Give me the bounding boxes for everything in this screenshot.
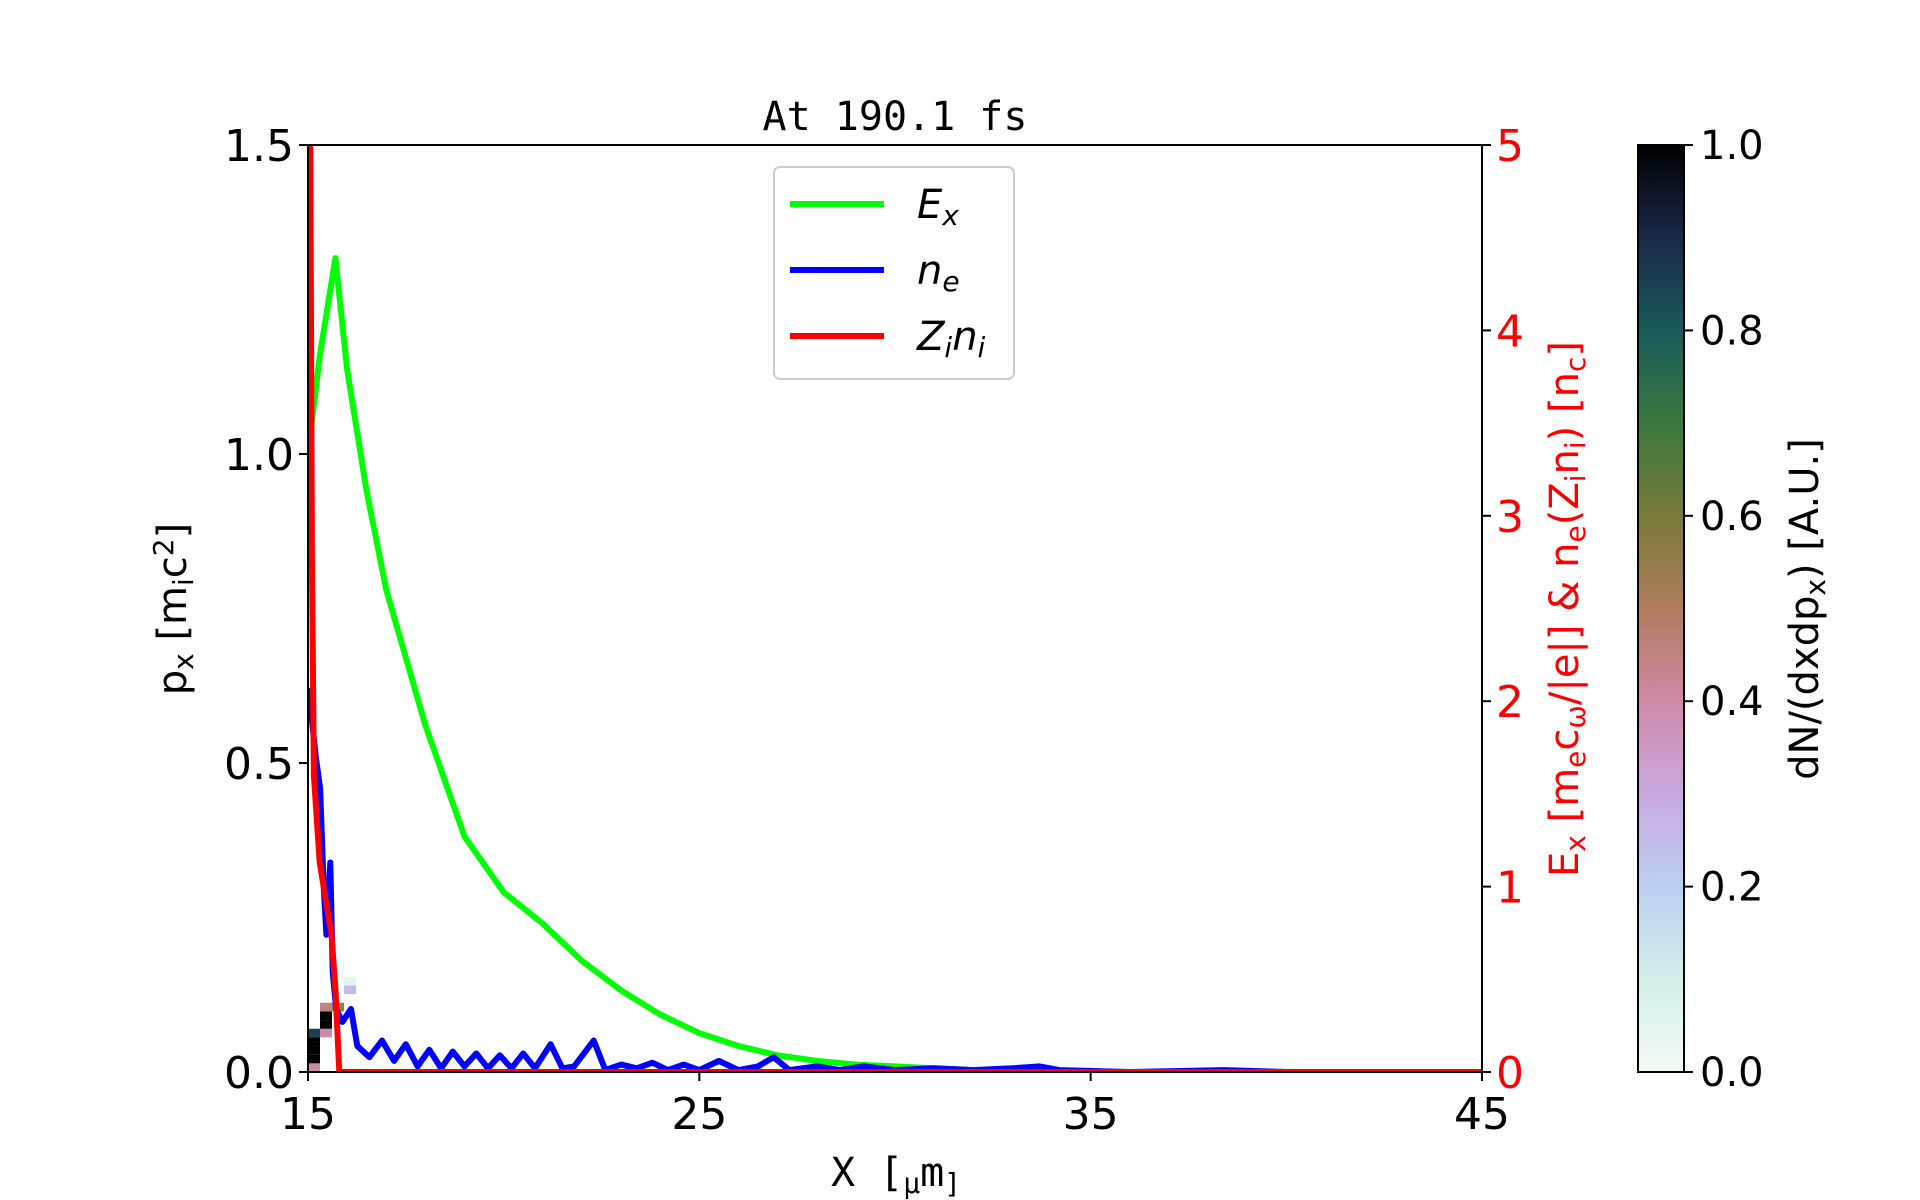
y-right-tick-label: 5 — [1496, 121, 1524, 172]
y-right-tick-label: 4 — [1496, 306, 1524, 357]
histogram-cell — [308, 1063, 321, 1072]
histogram-cell — [320, 1028, 333, 1038]
colorbar-ticks: 0.0 0.2 0.4 0.6 0.8 1.0 — [1684, 123, 1764, 1096]
legend-label-ne: ne — [917, 248, 960, 298]
histogram-cell — [344, 985, 357, 995]
histogram-cell — [320, 1011, 333, 1021]
colorbar-tick-label: 0.4 — [1700, 679, 1764, 725]
legend-box — [773, 166, 1015, 380]
x-tick-label: 15 — [280, 1089, 336, 1140]
histogram-cell — [308, 1054, 321, 1064]
series-zini-line — [308, 144, 1482, 1072]
y-right-tick-label: 2 — [1496, 677, 1524, 728]
colorbar — [1637, 144, 1685, 1073]
colorbar-tick-label: 0.2 — [1700, 865, 1764, 911]
histogram-cell — [308, 1037, 321, 1047]
series-ne-line — [308, 687, 1482, 1072]
chart-title: At 190.1 fs — [763, 94, 1028, 140]
colorbar-tick-label: 0.0 — [1700, 1050, 1764, 1096]
y-left-tick-label: 1.5 — [224, 121, 294, 172]
legend: Ex ne Zini — [773, 166, 1015, 380]
colorbar-tick-label: 0.8 — [1700, 308, 1764, 354]
y-axis-label-right: Ex [mecω/|e|] & ne(Zini) [nc] — [1542, 341, 1592, 877]
y-right-tick-label: 3 — [1496, 492, 1524, 543]
histogram-cell — [308, 1046, 321, 1055]
series-ex-line — [308, 255, 1482, 1072]
plot-frame — [307, 144, 1483, 1073]
legend-label-ex: Ex — [917, 182, 959, 232]
x-tick-label: 35 — [1063, 1089, 1119, 1140]
legend-label-zini: Zini — [916, 314, 986, 364]
y-left-tick-label: 0.5 — [224, 739, 294, 790]
colorbar-tick-label: 1.0 — [1700, 123, 1764, 169]
x-axis-label: X [μm] — [831, 1150, 961, 1200]
y-left-tick-label: 1.0 — [224, 430, 294, 481]
histogram-cell — [308, 1028, 321, 1038]
x-tick-label: 45 — [1454, 1089, 1510, 1140]
colorbar-tick-label: 0.6 — [1700, 494, 1764, 540]
histogram-cell — [320, 1002, 333, 1012]
histogram-cell — [344, 976, 357, 986]
x-tick-label: 25 — [671, 1089, 727, 1140]
y-left-tick-label: 0.0 — [224, 1048, 294, 1099]
y-right-tick-label: 0 — [1496, 1048, 1524, 1099]
series-layer — [308, 144, 1482, 1072]
colorbar-label: dN/(dxdpx) [A.U.] — [1782, 438, 1832, 780]
histogram-cell — [320, 1020, 333, 1029]
y-axis-label-left: px [mic2] — [147, 523, 200, 695]
y-right-tick-label: 1 — [1496, 863, 1524, 914]
